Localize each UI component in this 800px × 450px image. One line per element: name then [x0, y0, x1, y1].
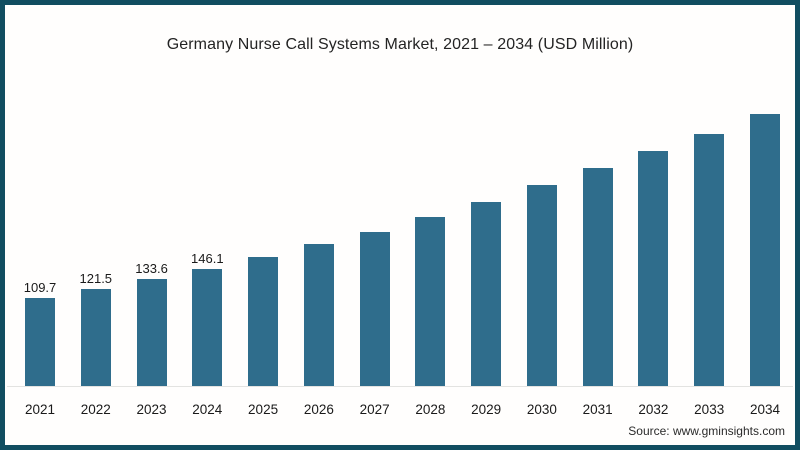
bar — [694, 134, 725, 387]
bar — [136, 279, 167, 387]
bar — [192, 269, 223, 387]
bar — [248, 257, 279, 387]
bar-column — [749, 114, 780, 387]
bar — [471, 202, 502, 387]
bar-column — [526, 185, 557, 387]
source-note: Source: www.gminsights.com — [628, 424, 785, 438]
bar — [80, 289, 111, 387]
bar-column — [303, 244, 334, 387]
bar — [303, 244, 334, 387]
x-tick-label: 2034 — [749, 402, 780, 417]
bar-column — [359, 232, 390, 387]
bar-column — [694, 134, 725, 387]
x-tick-label: 2023 — [136, 402, 167, 417]
bar-value-label: 121.5 — [79, 271, 113, 286]
bar — [359, 232, 390, 387]
x-tick-label: 2024 — [192, 402, 223, 417]
bar — [582, 168, 613, 387]
x-tick-label: 2033 — [694, 402, 725, 417]
x-axis-labels: 2021 2022 2023 2024 2025 2026 2027 2028 2029 2030… — [25, 402, 780, 417]
bar-column: 109.7 — [23, 280, 57, 387]
bar — [638, 151, 669, 387]
bar-column — [582, 168, 613, 387]
bar — [526, 185, 557, 387]
x-tick-label: 2026 — [303, 402, 334, 417]
bar-value-label: 109.7 — [23, 280, 57, 295]
x-tick-label: 2032 — [638, 402, 669, 417]
bar-column — [248, 257, 279, 387]
bar — [25, 298, 55, 387]
plot-area: 109.7 121.5 133.6 146.1 — [23, 93, 780, 387]
bar-value-label: 133.6 — [135, 261, 168, 276]
x-tick-label: 2027 — [359, 402, 390, 417]
bar-column — [415, 217, 446, 387]
x-tick-label: 2031 — [582, 402, 613, 417]
x-tick-label: 2025 — [248, 402, 279, 417]
bar-column: 146.1 — [191, 251, 224, 387]
chart-title: Germany Nurse Call Systems Market, 2021 … — [166, 36, 634, 53]
bar-column: 121.5 — [79, 271, 113, 387]
x-tick-label: 2030 — [526, 402, 557, 417]
bar-column — [638, 151, 669, 387]
bar-value-label: 146.1 — [191, 251, 224, 266]
x-tick-label: 2021 — [24, 402, 56, 417]
x-tick-label: 2028 — [415, 402, 446, 417]
x-axis-line — [7, 386, 793, 387]
bar — [749, 114, 780, 387]
bar-column — [471, 202, 502, 387]
bar-column: 133.6 — [135, 261, 168, 387]
bar — [415, 217, 446, 387]
x-tick-label: 2029 — [471, 402, 502, 417]
x-tick-label: 2022 — [80, 402, 111, 417]
